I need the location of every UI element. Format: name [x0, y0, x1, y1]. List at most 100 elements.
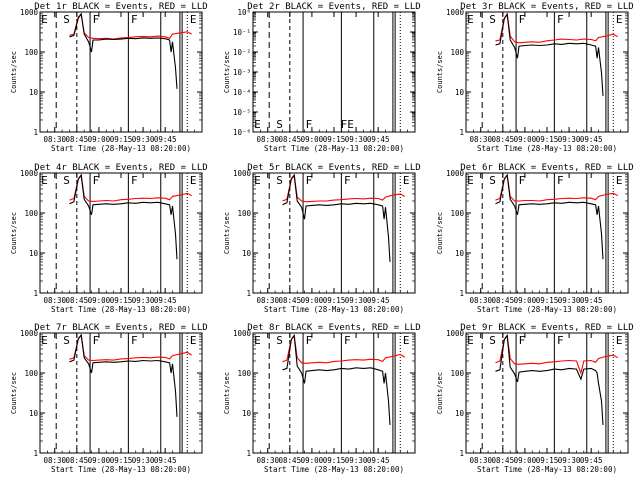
- x-tick-label: 08:30: [256, 456, 279, 465]
- y-tick-label: 1: [459, 128, 464, 137]
- event-marker-e: E: [254, 118, 261, 131]
- y-tick-label: 1000: [446, 8, 465, 17]
- x-tick-label: 09:45: [580, 456, 603, 465]
- series-line-lld: [495, 333, 618, 375]
- y-tick-label: 1000: [20, 169, 39, 178]
- event-marker-s: S: [63, 13, 70, 26]
- event-marker-f: F: [344, 334, 351, 347]
- y-tick-label: 10⁻²: [233, 48, 251, 57]
- series-line-events: [282, 334, 391, 426]
- event-marker-s: S: [276, 118, 283, 131]
- event-marker-f: F: [131, 334, 138, 347]
- y-tick-label: 100: [24, 369, 38, 378]
- x-tick-label: 09:30: [558, 296, 581, 305]
- x-tick-label: 08:30: [43, 135, 66, 144]
- y-axis-label: Counts/sec: [436, 212, 444, 254]
- y-tick-label: 1000: [446, 169, 465, 178]
- detector-panel-5: Det 5r BLACK = Events, RED = LLD 1 10 100 10…: [223, 163, 421, 314]
- plot-frame: [465, 332, 629, 454]
- event-marker-s: S: [276, 174, 283, 187]
- y-tick-label: 100: [450, 369, 464, 378]
- y-tick-label: 1000: [20, 329, 39, 338]
- event-marker-f: F: [93, 13, 100, 26]
- event-marker-s: S: [489, 174, 496, 187]
- x-tick-label: 09:30: [132, 456, 155, 465]
- x-tick-label: 08:30: [469, 135, 492, 144]
- y-tick-label: 10⁻⁵: [233, 108, 251, 117]
- series-line-events: [495, 334, 604, 426]
- event-marker-e: E: [467, 334, 474, 347]
- detector-panel-1: Det 1r BLACK = Events, RED = LLD 1 10 100 10…: [10, 2, 208, 153]
- x-tick-label: 09:15: [323, 296, 346, 305]
- detector-panel-2: Det 2r BLACK = Events, RED = LLD 10⁻⁶ 10⁻⁵…: [223, 2, 421, 153]
- y-tick-label: 1: [246, 449, 251, 458]
- event-marker-e: E: [190, 174, 197, 187]
- y-tick-label: 10⁻³: [233, 68, 251, 77]
- x-tick-label: 09:30: [558, 456, 581, 465]
- y-tick-label: 10: [242, 249, 252, 258]
- x-tick-label: 09:00: [301, 296, 324, 305]
- x-tick-label: 09:30: [345, 456, 368, 465]
- x-tick-label: 08:45: [279, 135, 302, 144]
- x-tick-label: 08:45: [66, 296, 89, 305]
- x-tick-label: 09:45: [367, 456, 390, 465]
- y-tick-label: 100: [450, 48, 464, 57]
- x-tick-label: 09:30: [345, 296, 368, 305]
- x-tick-label: 08:30: [43, 456, 66, 465]
- detector-panel-9: Det 9r BLACK = Events, RED = LLD 1 10 100 10…: [436, 323, 634, 474]
- x-tick-label: 09:00: [514, 456, 537, 465]
- y-tick-label: 1000: [446, 329, 465, 338]
- x-axis-label: Start Time (28-May-13 08:20:00): [477, 144, 617, 153]
- y-axis-label: Counts/sec: [436, 51, 444, 93]
- detector-panel-8: Det 8r BLACK = Events, RED = LLD 1 10 100 10…: [223, 323, 421, 474]
- y-tick-label: 1000: [20, 8, 39, 17]
- y-axis-label: Counts/sec: [223, 372, 231, 414]
- event-marker-s: S: [489, 13, 496, 26]
- event-marker-e: E: [616, 174, 623, 187]
- panel-title: Det 6r BLACK = Events, RED = LLD: [460, 163, 633, 173]
- x-axis-label: Start Time (28-May-13 08:20:00): [264, 305, 404, 314]
- panel-title: Det 7r BLACK = Events, RED = LLD: [34, 323, 207, 333]
- x-axis-label: Start Time (28-May-13 08:20:00): [264, 144, 404, 153]
- y-tick-label: 1: [33, 128, 38, 137]
- event-marker-f: F: [557, 174, 564, 187]
- x-axis-label: Start Time (28-May-13 08:20:00): [477, 465, 617, 474]
- event-marker-e: E: [254, 334, 261, 347]
- panel-title: Det 1r BLACK = Events, RED = LLD: [34, 2, 207, 12]
- x-tick-label: 08:30: [256, 135, 279, 144]
- y-axis-label: Counts/sec: [10, 51, 18, 93]
- x-axis-label: Start Time (28-May-13 08:20:00): [264, 465, 404, 474]
- y-tick-label: 1: [459, 449, 464, 458]
- y-tick-label: 10: [455, 249, 465, 258]
- y-tick-label: 100: [237, 369, 251, 378]
- y-tick-label: 10: [242, 409, 252, 418]
- event-marker-e: E: [616, 13, 623, 26]
- event-marker-s: S: [63, 334, 70, 347]
- event-marker-e: E: [41, 174, 48, 187]
- x-axis-label: Start Time (28-May-13 08:20:00): [51, 305, 191, 314]
- y-axis-label: Counts/sec: [10, 372, 18, 414]
- x-tick-label: 09:30: [345, 135, 368, 144]
- y-tick-label: 100: [450, 209, 464, 218]
- x-tick-label: 09:15: [323, 135, 346, 144]
- x-tick-label: 09:15: [323, 456, 346, 465]
- event-marker-e: E: [41, 334, 48, 347]
- y-tick-label: 10: [29, 249, 39, 258]
- y-tick-label: 10: [29, 88, 39, 97]
- y-tick-label: 10⁻⁶: [233, 128, 251, 137]
- y-tick-label: 10: [455, 88, 465, 97]
- event-marker-f: F: [519, 13, 526, 26]
- event-marker-fe: FE: [341, 118, 354, 131]
- x-tick-label: 09:00: [88, 456, 111, 465]
- plot-frame: [252, 11, 416, 133]
- y-axis-label: Counts/sec: [10, 212, 18, 254]
- y-tick-label: 10: [455, 409, 465, 418]
- y-tick-label: 10⁻¹: [233, 28, 251, 37]
- x-tick-label: 09:45: [580, 296, 603, 305]
- x-tick-label: 09:45: [367, 135, 390, 144]
- x-tick-label: 09:15: [536, 456, 559, 465]
- event-marker-f: F: [93, 334, 100, 347]
- x-tick-label: 09:00: [88, 135, 111, 144]
- panel-title: Det 8r BLACK = Events, RED = LLD: [247, 323, 420, 333]
